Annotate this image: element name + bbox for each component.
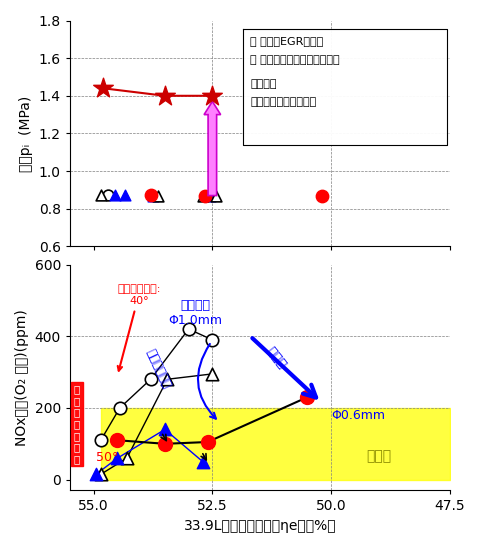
Text: 噴
射
時
期
最
適
化: 噴 射 時 期 最 適 化 — [74, 384, 80, 464]
Text: 混合気希薄化: 混合気希薄化 — [143, 347, 172, 390]
Point — [212, 191, 220, 200]
Text: Φ0.6mm: Φ0.6mm — [331, 409, 385, 423]
Point — [199, 191, 207, 200]
Point — [202, 191, 209, 200]
Text: ・ 過給とEGRの併用: ・ 過給とEGRの併用 — [251, 37, 324, 47]
Point — [206, 191, 214, 200]
Text: 噴射開始時期:
40°: 噴射開始時期: 40° — [117, 284, 160, 371]
Point — [114, 436, 121, 444]
X-axis label: 33.9L機関正味熱効率ηe　（%）: 33.9L機関正味熱効率ηe （%） — [183, 519, 336, 533]
Point — [147, 375, 155, 384]
Point — [318, 191, 325, 200]
Point — [208, 92, 216, 100]
Point — [208, 369, 216, 378]
Y-axis label: NOx濃度(O₂ 補正)(ppm): NOx濃度(O₂ 補正)(ppm) — [15, 309, 29, 446]
Point — [147, 190, 155, 199]
Point — [123, 454, 131, 463]
Text: 目標値: 目標値 — [366, 449, 391, 463]
Polygon shape — [243, 29, 447, 145]
Point — [204, 438, 212, 447]
Point — [97, 470, 105, 478]
Point — [116, 403, 124, 412]
Point — [161, 92, 169, 100]
Point — [97, 190, 105, 199]
Point — [161, 439, 169, 448]
Point — [199, 458, 207, 466]
Text: 一層の出力向上の実現: 一層の出力向上の実現 — [251, 97, 317, 107]
Text: 等による: 等による — [251, 79, 277, 89]
Point — [149, 191, 157, 200]
Text: 50°: 50° — [96, 451, 118, 464]
Point — [163, 375, 171, 384]
Point — [185, 325, 192, 334]
Y-axis label: 出力pᵢ  (MPa): 出力pᵢ (MPa) — [19, 95, 33, 172]
FancyArrow shape — [204, 101, 221, 196]
Point — [111, 190, 119, 199]
Point — [303, 393, 311, 402]
Point — [104, 190, 112, 199]
Point — [161, 425, 169, 434]
Point — [92, 470, 100, 478]
Point — [154, 191, 162, 200]
Point — [99, 84, 107, 93]
Point — [208, 335, 216, 344]
Point — [97, 436, 105, 444]
Text: 細径化: 細径化 — [264, 344, 289, 371]
Text: 噴孔径：
Φ1.0mm: 噴孔径： Φ1.0mm — [169, 299, 223, 327]
Point — [114, 454, 121, 463]
Point — [120, 190, 128, 199]
Text: ・ 表面積低減ピストンの採用: ・ 表面積低減ピストンの採用 — [251, 55, 340, 65]
